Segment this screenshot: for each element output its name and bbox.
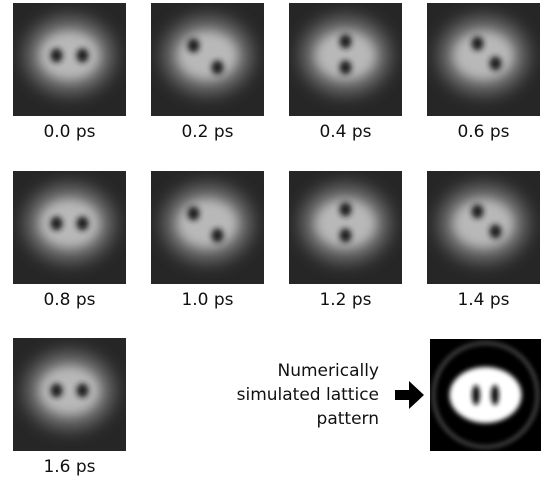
panel-image [289, 3, 402, 116]
dark-spot [77, 49, 89, 63]
caption-line: Numerically [278, 361, 380, 381]
dark-spot [212, 229, 224, 243]
panel-image [427, 3, 540, 116]
glow-core [40, 367, 100, 415]
image-content [151, 3, 264, 116]
dark-spot [340, 203, 352, 217]
panel: 1.6 ps [13, 338, 126, 477]
glow-core [178, 200, 238, 248]
dark-spot [472, 205, 484, 219]
dark-spot [188, 207, 200, 221]
image-content [151, 171, 264, 284]
figure: 0.0 ps 0.2 ps 0.4 ps 0.6 ps 0.8 ps 1.0 ps 1.2 … [0, 0, 544, 483]
dark-spot [340, 35, 352, 49]
panel-image [151, 171, 264, 284]
panel-image [13, 171, 126, 284]
panel: 0.8 ps [13, 171, 126, 310]
panel: 0.6 ps [427, 3, 540, 142]
panel: 0.4 ps [289, 3, 402, 142]
panel-label: 0.4 ps [319, 122, 371, 142]
image-content [13, 171, 126, 284]
panel-label: 1.2 ps [319, 290, 371, 310]
dark-spot [340, 61, 352, 75]
dark-spot [340, 229, 352, 243]
panel-image [151, 3, 264, 116]
panel-label: 0.8 ps [43, 290, 95, 310]
panel-image [13, 3, 126, 116]
glow-core [454, 200, 514, 248]
panel: 1.4 ps [427, 171, 540, 310]
dark-spot [51, 217, 63, 231]
image-content [427, 171, 540, 284]
panel: 1.0 ps [151, 171, 264, 310]
dark-spot [212, 61, 224, 75]
panel-image [289, 171, 402, 284]
simulated-image [430, 339, 541, 451]
panel-label: 1.0 ps [181, 290, 233, 310]
panel: 1.2 ps [289, 171, 402, 310]
image-content [13, 338, 126, 451]
panel: 0.2 ps [151, 3, 264, 142]
glow-core [454, 32, 514, 80]
panel-label: 1.6 ps [43, 457, 95, 477]
dark-spot [51, 384, 63, 398]
image-content [289, 171, 402, 284]
glow-core [40, 32, 100, 80]
dark-spot [490, 225, 502, 239]
simulation: Numerically simulated lattice pattern [237, 339, 541, 451]
dark-spot [188, 39, 200, 53]
glow-core [40, 200, 100, 248]
panel-label: 0.6 ps [457, 122, 509, 142]
caption-line: pattern [317, 409, 379, 429]
panel-label: 0.2 ps [181, 122, 233, 142]
panel-image [13, 338, 126, 451]
dark-spot [77, 217, 89, 231]
image-content [13, 3, 126, 116]
panel-label: 1.4 ps [457, 290, 509, 310]
arrow [395, 381, 424, 409]
dark-spot [51, 49, 63, 63]
image-content [289, 3, 402, 116]
dark-spot [77, 384, 89, 398]
image-content [427, 3, 540, 116]
panel: 0.0 ps [13, 3, 126, 142]
glow-core [178, 32, 238, 80]
caption-line: simulated lattice [237, 385, 379, 405]
panel-image [427, 171, 540, 284]
panel-label: 0.0 ps [43, 122, 95, 142]
dark-spot [490, 57, 502, 71]
dark-spot [472, 37, 484, 51]
